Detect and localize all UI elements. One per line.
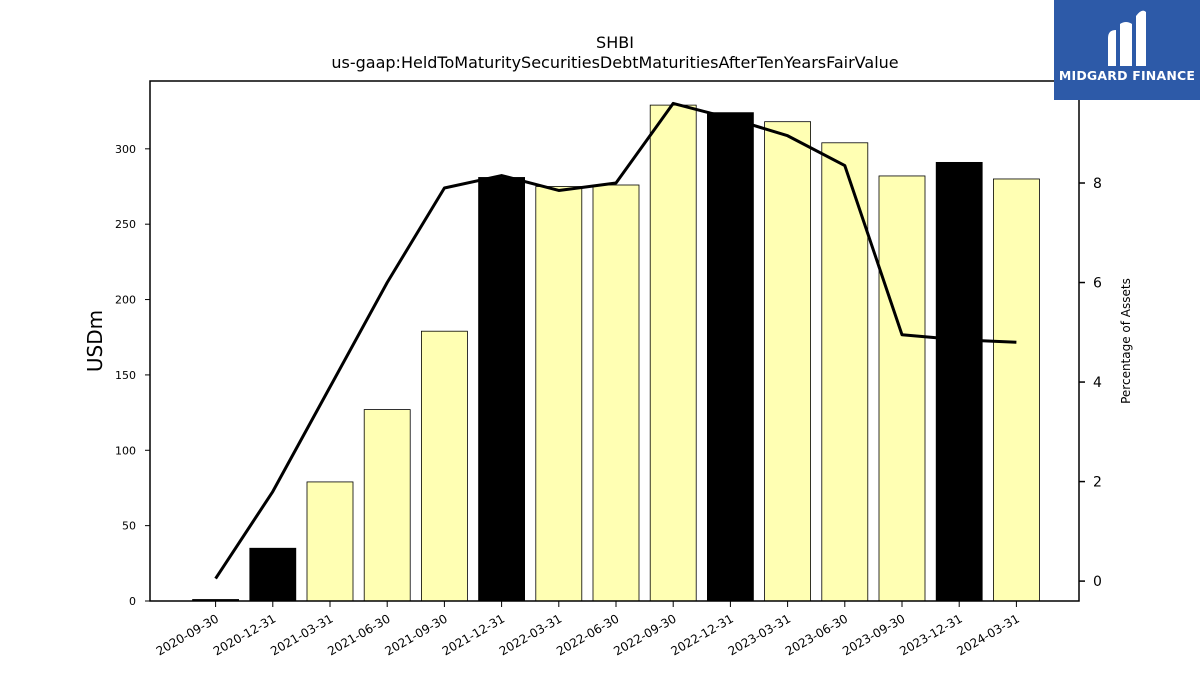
plot-frame [149, 80, 1080, 602]
y2-tick-label: 6 [1093, 276, 1102, 292]
x-tick-label: 2021-12-31 [440, 611, 507, 658]
bar [249, 547, 297, 602]
y-tick-label: 250 [115, 218, 136, 231]
x-tick-label: 2024-03-31 [954, 611, 1021, 658]
chart-subtitle: us-gaap:HeldToMaturitySecuritiesDebtMatu… [331, 53, 898, 72]
x-tick-label: 2023-09-30 [840, 611, 907, 658]
bar [935, 161, 983, 602]
x-tick-label: 2023-12-31 [897, 611, 964, 658]
x-tick-label: 2020-09-30 [154, 611, 221, 658]
series-line [214, 101, 1017, 580]
x-tick-label: 2020-12-31 [211, 611, 278, 658]
y-axis-label: USDm [83, 310, 107, 372]
brand-logo: MIDGARD FINANCE [1054, 0, 1200, 100]
y-tick-label: 200 [115, 294, 136, 307]
x-tick-label: 2022-12-31 [668, 611, 735, 658]
bar [306, 481, 354, 602]
bar [993, 178, 1040, 602]
y2-axis-ticks: 0 2 4 6 8 [1079, 176, 1102, 590]
x-tick-label: 2021-09-30 [382, 611, 449, 658]
x-tick-label: 2021-06-30 [325, 611, 392, 658]
line-group [214, 101, 1017, 580]
bar [420, 330, 468, 602]
bar [592, 184, 640, 602]
y2-axis-label: Percentage of Assets [1119, 278, 1133, 404]
bar [363, 409, 411, 602]
y-tick-label: 150 [115, 369, 136, 382]
y2-tick-label: 0 [1093, 574, 1102, 590]
y-tick-label: 50 [122, 520, 136, 533]
bar [649, 104, 697, 602]
bar [878, 175, 926, 602]
y2-tick-label: 8 [1093, 176, 1102, 192]
x-tick-label: 2023-06-30 [783, 611, 850, 658]
x-tick-label: 2022-06-30 [554, 611, 621, 658]
bars-group [192, 104, 1040, 602]
x-axis-ticks: 2020-09-302020-12-312021-03-312021-06-30… [154, 601, 1022, 658]
y-tick-label: 300 [115, 143, 136, 156]
x-tick-label: 2021-03-31 [268, 611, 335, 658]
bar [821, 142, 869, 602]
bar [478, 177, 526, 602]
y2-tick-label: 4 [1093, 375, 1102, 391]
y2-tick-label: 2 [1093, 475, 1102, 491]
y-tick-label: 100 [115, 444, 136, 457]
chart-title: SHBI [596, 33, 634, 52]
x-tick-label: 2022-03-31 [497, 611, 564, 658]
bar [764, 121, 811, 602]
bar [707, 112, 754, 602]
y-tick-label: 0 [129, 595, 136, 608]
midgard-logo-icon [1108, 10, 1146, 67]
y-axis-ticks: 0 50 100 150 200 250 300 [115, 143, 150, 608]
x-tick-label: 2022-09-30 [611, 611, 678, 658]
bar [535, 186, 583, 602]
x-tick-label: 2023-03-31 [726, 611, 793, 658]
brand-name: MIDGARD FINANCE [1058, 68, 1196, 83]
